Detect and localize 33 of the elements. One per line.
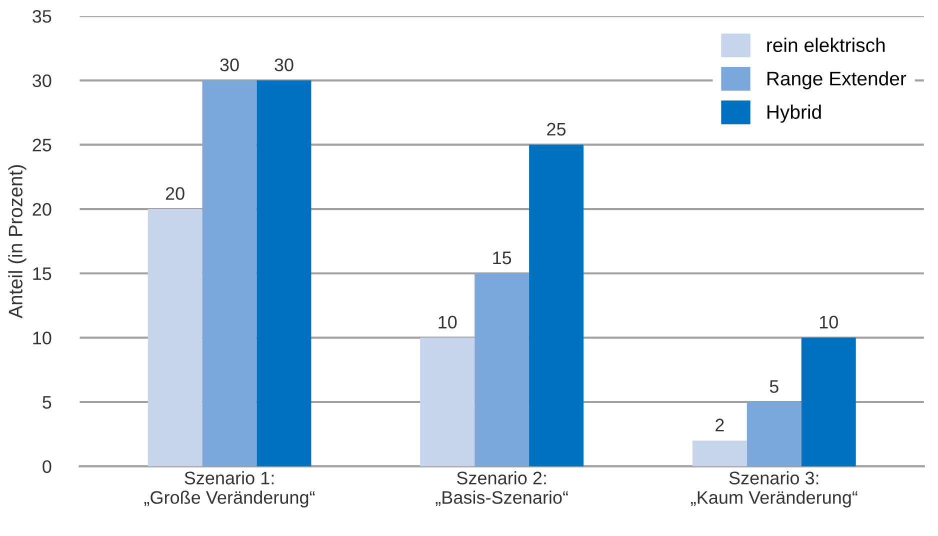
x-tick-label: Szenario 3: „Kaum Veränderung“ [691, 471, 858, 508]
bar [420, 338, 475, 466]
y-tick-label: 0 [42, 460, 52, 474]
legend-label: Range Extender [768, 71, 906, 90]
data-label: 10 [820, 316, 838, 329]
data-label: 20 [166, 187, 184, 200]
data-label: 10 [438, 316, 457, 329]
data-label: 25 [547, 122, 566, 136]
legend-label: Hybrid [768, 104, 821, 123]
y-tick-label: 5 [42, 396, 52, 409]
y-tick-label: 20 [32, 202, 52, 216]
data-label: 5 [770, 380, 778, 393]
y-tick-label: 35 [32, 10, 52, 23]
y-tick-label: 30 [32, 74, 52, 88]
y-tick-label: 10 [33, 332, 52, 344]
bar [202, 80, 257, 466]
bar [801, 338, 856, 466]
bar [148, 209, 202, 466]
data-label: 2 [716, 418, 724, 432]
data-label: 30 [274, 58, 294, 72]
y-tick-label: 25 [32, 138, 52, 152]
data-label: 15 [493, 252, 512, 264]
x-tick-label: Szenario 2: „Basis-Szenario“ [436, 471, 568, 506]
bar [692, 440, 747, 466]
bar [746, 402, 802, 466]
bar [256, 80, 312, 466]
bar [474, 273, 530, 466]
y-tick-label: 15 [33, 267, 52, 280]
legend-label: rein elektrisch [767, 38, 885, 52]
x-tick-label: Szenario 1: „Große Veränderung“ [144, 471, 315, 508]
data-label: 30 [220, 58, 239, 72]
bar [529, 144, 584, 466]
y-axis-title: Anteil (in Prozent) [8, 165, 26, 318]
